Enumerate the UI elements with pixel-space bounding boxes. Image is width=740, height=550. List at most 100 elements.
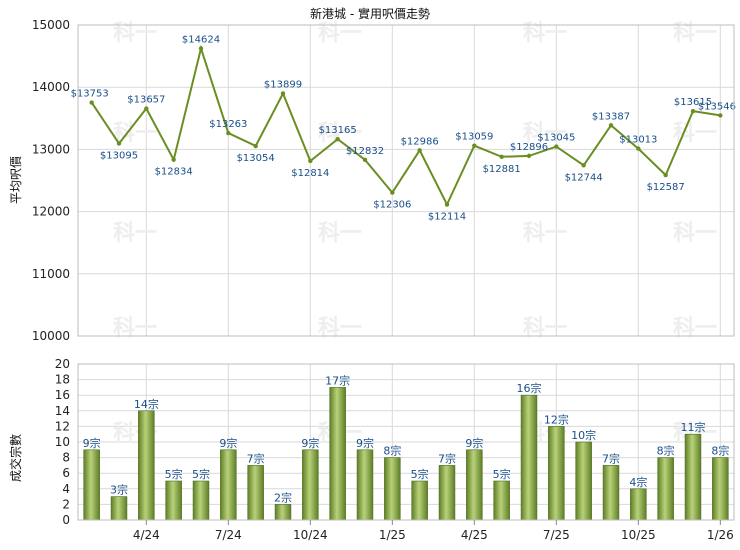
volume-bar	[438, 465, 456, 521]
price-point	[280, 91, 286, 96]
volume-bar	[630, 488, 647, 521]
price-point	[499, 154, 504, 160]
volume-bar	[493, 480, 510, 521]
volume-bar	[165, 480, 182, 521]
volume-bar	[83, 449, 100, 521]
volume-bar	[684, 433, 702, 521]
volume-bar-label: 7宗	[602, 451, 620, 465]
price-point-label: $12814	[291, 168, 329, 179]
watermark-text: 科一	[673, 221, 717, 246]
price-point	[253, 143, 258, 149]
price-point-label: $13615	[674, 97, 712, 108]
watermark-text: 科一	[523, 121, 567, 146]
volume-tick-label: 6	[62, 466, 70, 480]
price-point-label: $13045	[537, 133, 575, 144]
price-point-label: $13059	[455, 132, 493, 143]
volume-bar	[520, 394, 538, 521]
watermark-text: 科一	[523, 316, 567, 341]
price-point	[472, 143, 477, 148]
price-point-label: $13165	[319, 125, 357, 136]
volume-bar-label: 4宗	[629, 475, 647, 489]
price-tick-label: 14000	[32, 80, 70, 94]
watermark-text: 科一	[673, 316, 717, 341]
x-tick-label: 10/25	[621, 528, 656, 542]
price-point-label: $12881	[483, 164, 521, 175]
price-point-label: $14624	[182, 34, 220, 45]
volume-bar	[602, 465, 620, 521]
price-point	[581, 163, 586, 168]
volume-bar	[329, 387, 346, 521]
volume-bar-label: 8宗	[383, 444, 401, 458]
volume-tick-label: 0	[62, 513, 70, 527]
price-point	[390, 190, 395, 195]
volume-tick-label: 12	[55, 419, 70, 433]
volume-bar-label: 11宗	[681, 420, 706, 434]
volume-bar	[657, 457, 674, 521]
volume-bar-label: 5宗	[411, 467, 429, 481]
x-tick-label: 1/25	[379, 528, 406, 542]
volume-bar-label: 9宗	[301, 436, 319, 450]
volume-bar-label: 7宗	[438, 451, 456, 465]
volume-bar-label: 14宗	[134, 397, 159, 411]
price-plot-frame	[77, 24, 735, 337]
price-point-label: $13054	[237, 153, 275, 164]
volume-tick-label: 20	[55, 357, 70, 371]
price-axis-label: 平均呎價	[9, 156, 23, 204]
volume-tick-label: 4	[62, 482, 70, 496]
volume-bar-label: 16宗	[517, 381, 542, 395]
x-tick-label: 10/24	[293, 528, 328, 542]
volume-bar	[274, 504, 292, 521]
price-point-label: $12744	[565, 172, 603, 183]
price-point	[663, 172, 668, 178]
x-tick-label: 7/24	[215, 528, 242, 542]
price-point-label: $13387	[592, 111, 630, 122]
price-point-label: $13095	[100, 150, 138, 161]
volume-plot-frame	[77, 363, 735, 521]
price-point-label: $13546	[698, 101, 736, 112]
volume-tick-label: 10	[55, 435, 70, 449]
x-tick-label: 4/24	[133, 528, 160, 542]
price-tick-label: 12000	[32, 205, 70, 219]
price-point	[171, 157, 176, 162]
volume-bar	[466, 449, 483, 521]
x-tick-label: 7/25	[543, 528, 570, 542]
price-point	[198, 46, 204, 51]
volume-tick-label: 2	[62, 497, 70, 511]
watermark-text: 科一	[523, 221, 567, 246]
price-point	[636, 146, 641, 151]
price-point	[444, 202, 450, 207]
volume-bar-label: 7宗	[247, 451, 265, 465]
volume-bar	[356, 449, 374, 521]
volume-tick-label: 18	[55, 373, 70, 387]
price-point	[308, 158, 313, 164]
price-point	[116, 141, 122, 146]
price-point-label: $12896	[510, 142, 548, 153]
price-point-label: $12587	[647, 182, 685, 193]
price-tick-label: 10000	[32, 329, 70, 343]
volume-bar	[192, 480, 210, 521]
price-point	[608, 123, 614, 128]
volume-bar-label: 8宗	[657, 444, 675, 458]
volume-bar-label: 17宗	[325, 373, 350, 387]
volume-bar	[384, 457, 401, 521]
price-tick-label: 11000	[32, 267, 70, 281]
volume-tick-label: 8	[62, 451, 70, 465]
price-point	[718, 113, 723, 118]
price-point	[417, 148, 422, 153]
price-point	[362, 157, 368, 163]
price-point-label: $13013	[619, 135, 657, 146]
watermark-text: 科一	[113, 316, 157, 341]
price-point	[554, 144, 559, 149]
volume-bar	[247, 465, 264, 521]
volume-bar	[302, 449, 319, 521]
volume-axis-label: 成交宗數	[8, 434, 23, 482]
volume-bar-label: 5宗	[493, 467, 511, 481]
volume-bar-label: 5宗	[192, 467, 210, 481]
price-point-label: $12114	[428, 212, 466, 223]
watermark-text: 科一	[318, 316, 362, 341]
price-point	[226, 130, 231, 136]
price-point-label: $13753	[71, 89, 109, 100]
price-point-label: $13263	[209, 119, 247, 130]
